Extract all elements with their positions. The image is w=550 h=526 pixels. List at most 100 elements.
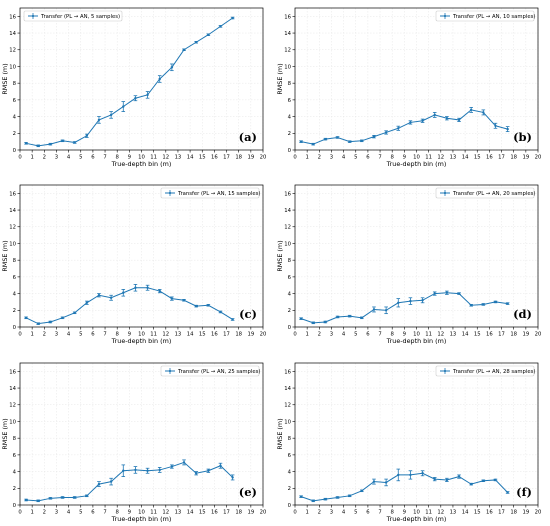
data-point	[360, 316, 364, 320]
x-tick-label: 8	[391, 332, 395, 338]
data-point	[158, 468, 161, 472]
x-tick-label: 19	[247, 332, 254, 338]
x-tick-label: 13	[175, 510, 182, 516]
x-tick-label: 2	[43, 332, 46, 338]
chart-panel: 0 1 2 3 4 5 6 7 8 9 10 11 12 13 14 15 16 17 18 19 2002468101…	[276, 7, 542, 168]
y-axis-label: RMSE (m)	[1, 240, 9, 271]
data-point	[24, 142, 28, 145]
series-line	[300, 109, 508, 145]
data-point	[49, 320, 52, 324]
data-point	[158, 289, 161, 293]
y-tick-label: 4	[13, 114, 17, 120]
legend-label: Transfer (PL → AN, 10 samples)	[452, 14, 535, 20]
data-point	[134, 468, 137, 472]
y-tick-label: 14	[284, 386, 291, 392]
data-point	[73, 496, 76, 499]
x-tick-label: 3	[330, 510, 333, 516]
data-point	[194, 472, 198, 475]
x-tick-label: 20	[260, 510, 267, 516]
data-point	[146, 93, 149, 97]
data-point	[384, 309, 388, 312]
legend-box	[435, 10, 535, 22]
data-point	[231, 476, 234, 479]
data-point	[231, 16, 234, 20]
y-axis-label: RMSE (m)	[276, 240, 284, 271]
legend-label: Transfer (PL → AN, 25 samples)	[177, 369, 260, 375]
x-tick-label: 3	[55, 155, 58, 161]
legend-icon-marker	[443, 369, 447, 373]
y-tick-label: 6	[13, 453, 17, 459]
x-tick-label: 6	[366, 510, 370, 516]
x-tick-label: 7	[378, 510, 381, 516]
x-tick-label: 9	[128, 332, 131, 338]
data-point	[482, 303, 485, 306]
y-tick-label: 4	[13, 469, 17, 475]
x-tick-label: 1	[305, 510, 308, 516]
y-tick-label: 8	[288, 81, 292, 87]
data-point	[469, 482, 473, 486]
x-tick-label: 4	[342, 510, 346, 516]
data-point	[312, 142, 315, 146]
x-tick-label: 18	[510, 332, 517, 338]
x-tick-label: 13	[175, 332, 182, 338]
data-point	[433, 113, 436, 117]
y-tick-label: 2	[288, 131, 291, 137]
y-tick-label: 14	[284, 208, 291, 214]
y-tick-label: 14	[9, 386, 16, 392]
x-tick-label: 6	[366, 155, 370, 161]
y-tick-label: 0	[13, 503, 17, 509]
x-tick-label: 13	[450, 155, 457, 161]
y-tick-label: 6	[288, 98, 292, 104]
data-point	[134, 286, 137, 289]
data-point	[231, 318, 234, 321]
x-tick-label: 10	[138, 332, 145, 338]
panel-label: (e)	[239, 485, 257, 499]
x-tick-label: 19	[247, 510, 254, 516]
x-tick-label: 20	[535, 155, 542, 161]
data-point	[482, 111, 485, 114]
x-tick-label: 5	[79, 332, 82, 338]
data-point	[324, 497, 327, 501]
x-tick-label: 19	[522, 332, 529, 338]
legend-icon-marker	[31, 14, 35, 18]
data-point	[469, 304, 473, 307]
data-point	[24, 498, 28, 502]
y-tick-label: 4	[288, 291, 292, 297]
x-tick-label: 5	[354, 155, 357, 161]
y-tick-label: 4	[288, 114, 292, 120]
y-tick-label: 2	[13, 486, 16, 492]
data-point	[122, 469, 125, 472]
x-tick-label: 1	[30, 155, 33, 161]
y-tick-label: 6	[288, 275, 292, 281]
series-line	[25, 287, 233, 325]
data-point	[219, 310, 222, 314]
data-point	[299, 317, 303, 320]
series-line	[300, 472, 508, 502]
y-tick-label: 16	[9, 14, 16, 20]
x-tick-label: 0	[18, 510, 22, 516]
data-point	[445, 478, 449, 482]
x-tick-label: 12	[437, 155, 444, 161]
chart-panel: 0 1 2 3 4 5 6 7 8 9 10 11 12 13 14 15 16 17 18 19 2002468101…	[1, 184, 267, 345]
x-tick-label: 20	[260, 332, 267, 338]
data-point	[37, 144, 40, 148]
x-tick-label: 5	[79, 510, 82, 516]
data-point	[421, 472, 424, 475]
y-tick-label: 2	[13, 131, 16, 137]
x-tick-label: 15	[199, 155, 206, 161]
x-tick-label: 12	[162, 155, 169, 161]
y-tick-label: 4	[288, 469, 292, 475]
x-tick-label: 5	[354, 332, 357, 338]
series-line	[300, 292, 508, 324]
errorbar-legend-icon	[165, 368, 175, 374]
x-axis-label: True-depth bin (m)	[386, 160, 447, 168]
x-tick-label: 12	[162, 510, 169, 516]
legend-box	[23, 10, 123, 22]
data-point	[97, 118, 101, 122]
x-axis-label: True-depth bin (m)	[111, 515, 172, 523]
panel-label: (d)	[513, 307, 532, 321]
legend: Transfer (PL → AN, 20 samples)	[435, 187, 535, 199]
x-tick-label: 11	[150, 510, 157, 516]
data-point	[97, 482, 101, 486]
x-tick-label: 1	[30, 510, 33, 516]
